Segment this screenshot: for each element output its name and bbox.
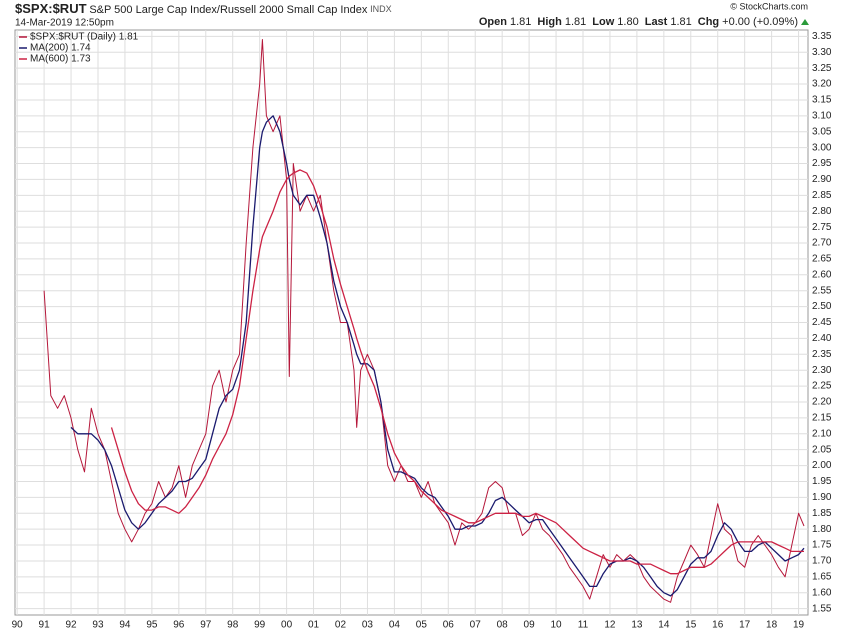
y-tick-label: 2.05: [812, 444, 832, 455]
y-tick-label: 2.60: [812, 269, 832, 280]
y-tick-label: 3.20: [812, 79, 832, 90]
x-tick-label: 12: [604, 620, 616, 631]
y-tick-label: 3.25: [812, 63, 832, 74]
x-tick-label: 92: [65, 620, 77, 631]
y-tick-label: 3.10: [812, 110, 832, 121]
y-tick-label: 2.30: [812, 365, 832, 376]
x-tick-label: 05: [416, 620, 428, 631]
legend-label: MA(600) 1.73: [30, 54, 91, 65]
x-tick-label: 01: [308, 620, 320, 631]
quote-label: Open: [479, 16, 507, 28]
copyright: © StockCharts.com: [730, 1, 808, 11]
y-tick-label: 2.95: [812, 158, 832, 169]
x-tick-label: 16: [712, 620, 724, 631]
x-tick-label: 04: [389, 620, 401, 631]
y-tick-label: 1.80: [812, 524, 832, 535]
y-tick-label: 3.15: [812, 95, 832, 106]
legend-label: $SPX:$RUT (Daily) 1.81: [30, 32, 139, 43]
quote-value: 1.81: [565, 16, 586, 28]
y-tick-label: 1.75: [812, 540, 832, 551]
x-tick-label: 96: [173, 620, 185, 631]
y-tick-label: 2.00: [812, 460, 832, 471]
x-tick-label: 06: [443, 620, 455, 631]
x-tick-label: 91: [39, 620, 51, 631]
quote-value: +0.00 (+0.09%): [722, 16, 798, 28]
y-tick-label: 1.70: [812, 556, 832, 567]
y-tick-label: 1.55: [812, 603, 832, 614]
x-tick-label: 95: [146, 620, 158, 631]
quote-label: Low: [592, 16, 614, 28]
y-tick-label: 2.40: [812, 333, 832, 344]
x-tick-label: 07: [470, 620, 482, 631]
x-tick-label: 98: [227, 620, 239, 631]
series-line: [110, 169, 804, 575]
date: 14-Mar-2019 12:50pm: [15, 18, 114, 29]
y-tick-label: 2.35: [812, 349, 832, 360]
x-tick-label: 14: [658, 620, 670, 631]
y-tick-label: 3.00: [812, 142, 832, 153]
y-tick-label: 2.75: [812, 222, 832, 233]
x-tick-label: 10: [550, 620, 562, 631]
quote-value: 1.81: [670, 16, 691, 28]
y-tick-label: 3.30: [812, 47, 832, 58]
quote: Open 1.81 High 1.81 Low 1.80 Last 1.81 Chg +0.00 …: [479, 16, 798, 28]
y-tick-label: 2.80: [812, 206, 832, 217]
y-tick-label: 2.25: [812, 381, 832, 392]
legend-label: MA(200) 1.74: [30, 43, 91, 54]
y-tick-label: 3.05: [812, 126, 832, 137]
x-tick-label: 15: [685, 620, 697, 631]
x-tick-label: 97: [200, 620, 212, 631]
y-tick-label: 2.85: [812, 190, 832, 201]
x-tick-label: 94: [119, 620, 131, 631]
quote-value: 1.80: [617, 16, 638, 28]
y-tick-label: 2.45: [812, 317, 832, 328]
y-tick-label: 2.20: [812, 397, 832, 408]
x-tick-label: 08: [497, 620, 509, 631]
chart-header: $SPX:$RUT S&P 500 Large Cap Index/Russel…: [15, 1, 392, 16]
y-tick-label: 1.90: [812, 492, 832, 503]
quote-label: Last: [645, 16, 668, 28]
x-tick-label: 11: [578, 620, 589, 631]
y-tick-label: 1.85: [812, 508, 832, 519]
y-tick-label: 2.15: [812, 413, 832, 424]
x-tick-label: 99: [254, 620, 266, 631]
up-arrow: [801, 19, 809, 25]
quote-label: Chg: [698, 16, 719, 28]
x-tick-label: 18: [766, 620, 778, 631]
y-tick-label: 1.60: [812, 587, 832, 598]
y-tick-label: 2.10: [812, 428, 832, 439]
exchange: INDX: [370, 4, 392, 14]
x-tick-label: 02: [335, 620, 347, 631]
x-tick-label: 19: [793, 620, 805, 631]
x-tick-label: 00: [281, 620, 293, 631]
y-tick-label: 2.50: [812, 301, 832, 312]
y-tick-label: 3.35: [812, 31, 832, 42]
x-tick-label: 17: [739, 620, 751, 631]
x-tick-label: 13: [631, 620, 643, 631]
y-tick-label: 1.95: [812, 476, 832, 487]
x-tick-label: 03: [362, 620, 374, 631]
symbol: $SPX:$RUT: [15, 1, 87, 16]
x-tick-label: 90: [12, 620, 24, 631]
x-tick-label: 93: [92, 620, 104, 631]
quote-value: 1.81: [510, 16, 531, 28]
y-tick-label: 1.65: [812, 571, 832, 582]
y-tick-label: 2.70: [812, 238, 832, 249]
y-tick-label: 2.90: [812, 174, 832, 185]
y-tick-label: 2.65: [812, 254, 832, 265]
x-tick-label: 09: [524, 620, 536, 631]
series-line: [70, 115, 805, 597]
description: S&P 500 Large Cap Index/Russell 2000 Sma…: [89, 4, 368, 16]
quote-label: High: [537, 16, 562, 28]
y-tick-label: 2.55: [812, 285, 832, 296]
